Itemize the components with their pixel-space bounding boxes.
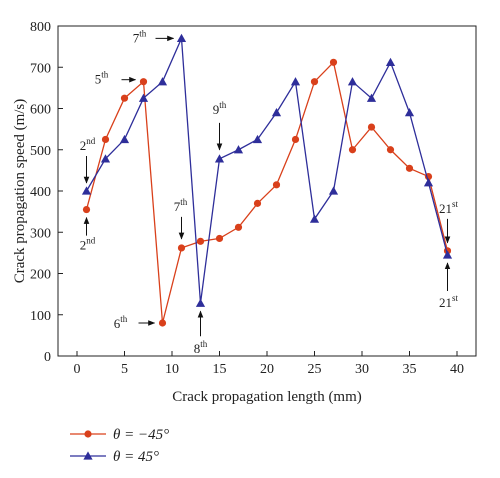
data-point (328, 186, 339, 195)
legend-entry-1: θ = −45° (70, 427, 169, 443)
annotation-label: 2nd (80, 236, 96, 253)
x-tick-label: 35 (403, 362, 417, 377)
annotation-label: 7th (174, 197, 188, 214)
legend-label: θ = −45° (113, 427, 169, 443)
annotation-label: 9th (213, 100, 227, 117)
annotation-9: 21st (439, 199, 459, 244)
y-tick-label: 300 (30, 226, 51, 241)
annotation-7: 8th (194, 310, 208, 356)
data-point (234, 223, 243, 231)
axis-ticks: 0 5 10 15 20 25 30 35 40010020030040050060070080… (30, 20, 464, 377)
data-point (253, 199, 262, 207)
data-point (367, 123, 376, 131)
data-point (404, 108, 415, 117)
legend: θ = −45° θ = 45° (70, 427, 169, 465)
y-tick-label: 500 (30, 144, 51, 159)
annotation-label: 7th (133, 28, 147, 45)
data-point (385, 57, 396, 66)
annotation-label: 21st (439, 199, 459, 216)
plot-border (57, 25, 477, 357)
data-point (158, 319, 167, 327)
y-tick-label: 800 (30, 20, 51, 35)
series-layer (81, 33, 453, 327)
data-point (252, 134, 263, 144)
y-tick-label: 0 (44, 350, 51, 365)
data-point (100, 154, 111, 163)
y-tick-label: 600 (30, 103, 51, 118)
series-1 (82, 58, 452, 327)
x-tick-label: 40 (450, 362, 464, 377)
data-point (309, 214, 320, 223)
data-point (348, 146, 357, 154)
data-point (119, 134, 130, 144)
annotation-6: 7th (174, 197, 188, 240)
annotation-label: 8th (194, 339, 208, 356)
x-tick-label: 15 (213, 362, 227, 377)
data-point (366, 93, 377, 102)
x-axis-title: Crack propagation length (mm) (172, 389, 362, 405)
data-point (233, 145, 244, 154)
series-line (85, 38, 449, 304)
data-point (291, 135, 300, 144)
data-point (138, 93, 149, 102)
data-point (157, 77, 168, 86)
annotation-layer: 2nd 2nd 5th 7th 6th 7th 8th 9th 21st 21st (80, 28, 459, 356)
data-point (386, 146, 395, 154)
y-tick-label: 700 (30, 61, 51, 76)
annotation-3: 5th (95, 70, 137, 87)
data-point (442, 250, 453, 259)
data-point (101, 135, 110, 144)
legend-marker (84, 430, 92, 438)
data-point (290, 77, 301, 86)
annotation-1: 2nd (80, 136, 96, 184)
data-point (310, 78, 319, 86)
series-2 (81, 33, 453, 307)
x-tick-label: 0 (74, 362, 81, 377)
annotation-2: 2nd (80, 216, 96, 253)
data-point (120, 94, 129, 102)
data-point (82, 205, 91, 214)
y-tick-label: 200 (30, 268, 51, 283)
data-point (272, 181, 281, 189)
legend-entry-2: θ = 45° (70, 449, 159, 465)
data-point (329, 58, 338, 66)
data-point (196, 237, 205, 245)
data-point (139, 78, 148, 86)
data-point (195, 298, 206, 307)
annotation-4: 7th (133, 28, 175, 45)
x-tick-label: 10 (165, 362, 179, 377)
data-point (215, 234, 224, 243)
annotation-label: 21st (439, 293, 459, 310)
annotation-label: 2nd (80, 136, 96, 153)
data-point (214, 154, 225, 163)
annotation-10: 21st (439, 262, 459, 310)
annotation-8: 9th (213, 100, 227, 151)
legend-marker (83, 451, 93, 460)
data-point (405, 164, 414, 172)
y-axis-title: Crack propagation speed (m/s) (12, 99, 28, 284)
data-point (177, 244, 186, 252)
x-tick-label: 30 (355, 362, 369, 377)
y-tick-label: 400 (30, 185, 51, 200)
series-line (85, 60, 449, 324)
annotation-label: 5th (95, 70, 109, 87)
data-point (271, 108, 282, 117)
data-point (347, 77, 358, 86)
data-point (176, 33, 187, 43)
annotation-label: 6th (114, 314, 128, 331)
x-tick-label: 5 (121, 362, 128, 377)
plot-frame (57, 25, 477, 357)
legend-label: θ = 45° (113, 449, 159, 465)
x-tick-label: 20 (260, 362, 274, 377)
data-point (423, 178, 434, 187)
data-point (81, 186, 92, 195)
x-tick-label: 25 (308, 362, 322, 377)
annotation-5: 6th (114, 314, 156, 331)
y-tick-label: 100 (30, 309, 51, 324)
